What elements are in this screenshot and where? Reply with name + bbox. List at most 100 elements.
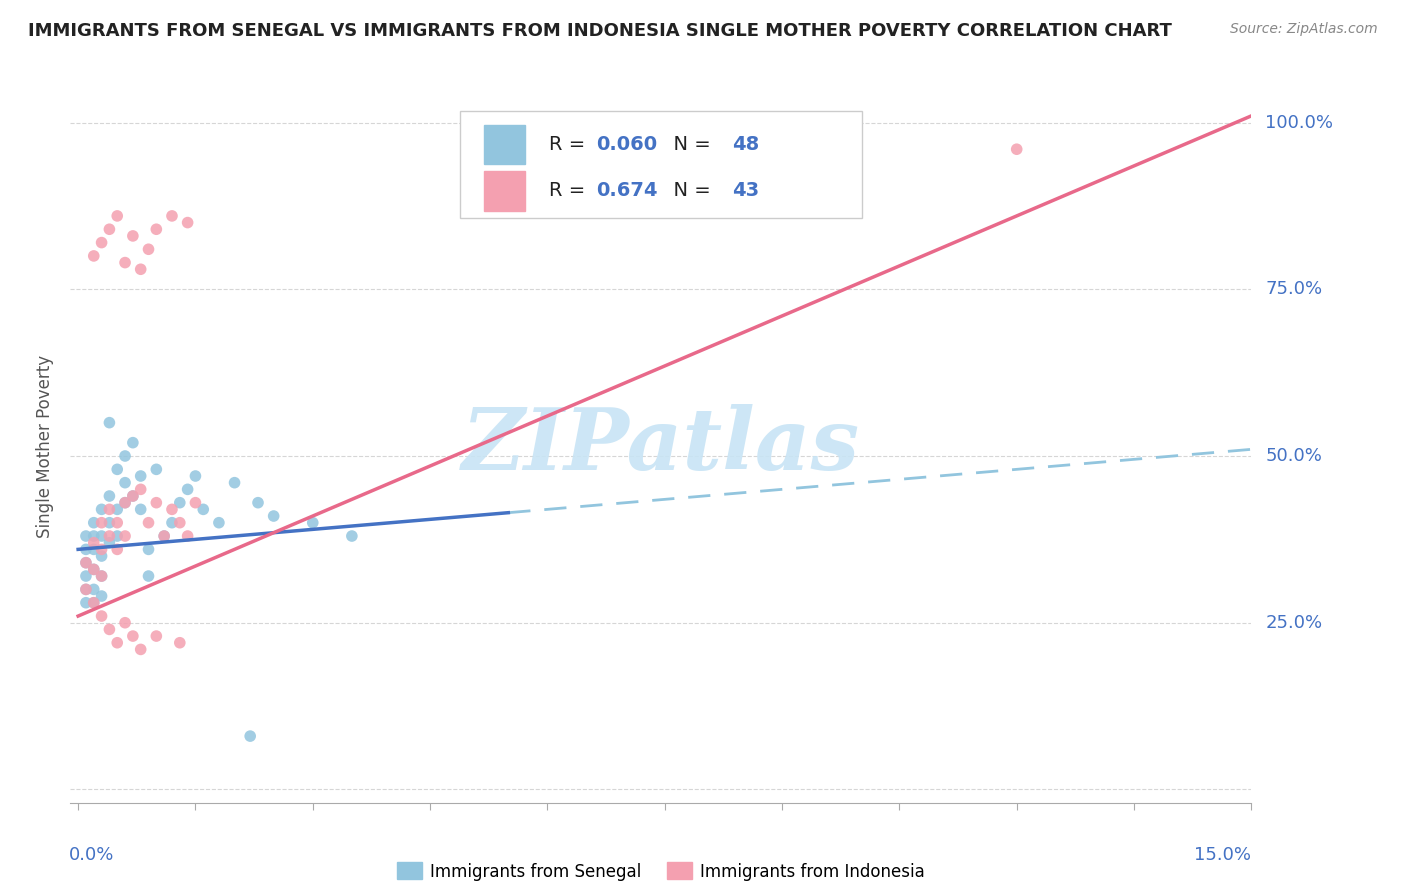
- Y-axis label: Single Mother Poverty: Single Mother Poverty: [37, 354, 55, 538]
- Point: [263, 509, 285, 524]
- Point: [145, 629, 167, 643]
- Point: [145, 462, 167, 476]
- Point: [129, 469, 152, 483]
- Point: [184, 496, 207, 510]
- Point: [105, 542, 128, 557]
- Point: [184, 469, 207, 483]
- Text: 25.0%: 25.0%: [1265, 614, 1323, 632]
- Point: [75, 569, 97, 583]
- Point: [105, 529, 128, 543]
- Text: 0.0%: 0.0%: [69, 846, 114, 863]
- Text: R =: R =: [548, 181, 591, 201]
- Text: R =: R =: [548, 135, 591, 154]
- Point: [122, 435, 145, 450]
- Point: [114, 449, 136, 463]
- Point: [83, 516, 105, 530]
- Point: [105, 502, 128, 516]
- Point: [83, 562, 105, 576]
- Point: [98, 416, 121, 430]
- Text: 0.060: 0.060: [596, 135, 657, 154]
- Text: Source: ZipAtlas.com: Source: ZipAtlas.com: [1230, 22, 1378, 37]
- Text: 43: 43: [731, 181, 759, 201]
- Point: [98, 535, 121, 549]
- Point: [90, 569, 112, 583]
- Point: [169, 636, 191, 650]
- Point: [114, 475, 136, 490]
- Point: [90, 516, 112, 530]
- Point: [122, 489, 145, 503]
- Point: [153, 529, 176, 543]
- Point: [75, 582, 97, 597]
- Point: [145, 222, 167, 236]
- Point: [90, 609, 112, 624]
- Point: [224, 475, 246, 490]
- Point: [129, 483, 152, 497]
- Text: ZIPatlas: ZIPatlas: [461, 404, 860, 488]
- Point: [114, 615, 136, 630]
- Point: [239, 729, 262, 743]
- Point: [193, 502, 215, 516]
- Point: [176, 529, 198, 543]
- Text: 48: 48: [731, 135, 759, 154]
- Point: [301, 516, 323, 530]
- Point: [75, 556, 97, 570]
- Point: [169, 516, 191, 530]
- Point: [169, 496, 191, 510]
- Point: [153, 529, 176, 543]
- Point: [83, 249, 105, 263]
- Point: [129, 502, 152, 516]
- Point: [122, 629, 145, 643]
- Point: [160, 209, 183, 223]
- Text: 50.0%: 50.0%: [1265, 447, 1322, 465]
- Point: [129, 642, 152, 657]
- Point: [83, 542, 105, 557]
- Point: [122, 489, 145, 503]
- Text: 15.0%: 15.0%: [1194, 846, 1251, 863]
- Point: [160, 516, 183, 530]
- Text: 0.674: 0.674: [596, 181, 658, 201]
- Point: [98, 222, 121, 236]
- Point: [105, 462, 128, 476]
- Point: [138, 542, 160, 557]
- Point: [145, 496, 167, 510]
- FancyBboxPatch shape: [460, 111, 862, 218]
- Bar: [484, 125, 524, 164]
- Point: [75, 596, 97, 610]
- Point: [90, 549, 112, 563]
- Point: [98, 489, 121, 503]
- Point: [340, 529, 363, 543]
- Point: [105, 636, 128, 650]
- Text: N =: N =: [661, 135, 717, 154]
- Point: [83, 535, 105, 549]
- Point: [90, 502, 112, 516]
- Point: [138, 569, 160, 583]
- Point: [247, 496, 270, 510]
- Point: [98, 502, 121, 516]
- Point: [90, 235, 112, 250]
- Point: [122, 228, 145, 243]
- Point: [75, 556, 97, 570]
- Point: [75, 542, 97, 557]
- Point: [208, 516, 231, 530]
- Point: [90, 529, 112, 543]
- Point: [114, 529, 136, 543]
- Point: [114, 496, 136, 510]
- Point: [129, 262, 152, 277]
- Point: [98, 529, 121, 543]
- Point: [176, 216, 198, 230]
- Bar: [484, 171, 524, 211]
- Point: [75, 529, 97, 543]
- Text: N =: N =: [661, 181, 717, 201]
- Text: IMMIGRANTS FROM SENEGAL VS IMMIGRANTS FROM INDONESIA SINGLE MOTHER POVERTY CORRE: IMMIGRANTS FROM SENEGAL VS IMMIGRANTS FR…: [28, 22, 1173, 40]
- Text: 100.0%: 100.0%: [1265, 113, 1333, 131]
- Point: [114, 255, 136, 269]
- Point: [90, 569, 112, 583]
- Point: [138, 242, 160, 256]
- Point: [1005, 142, 1028, 156]
- Point: [83, 529, 105, 543]
- Point: [90, 542, 112, 557]
- Point: [83, 596, 105, 610]
- Point: [75, 582, 97, 597]
- Point: [105, 209, 128, 223]
- Point: [105, 516, 128, 530]
